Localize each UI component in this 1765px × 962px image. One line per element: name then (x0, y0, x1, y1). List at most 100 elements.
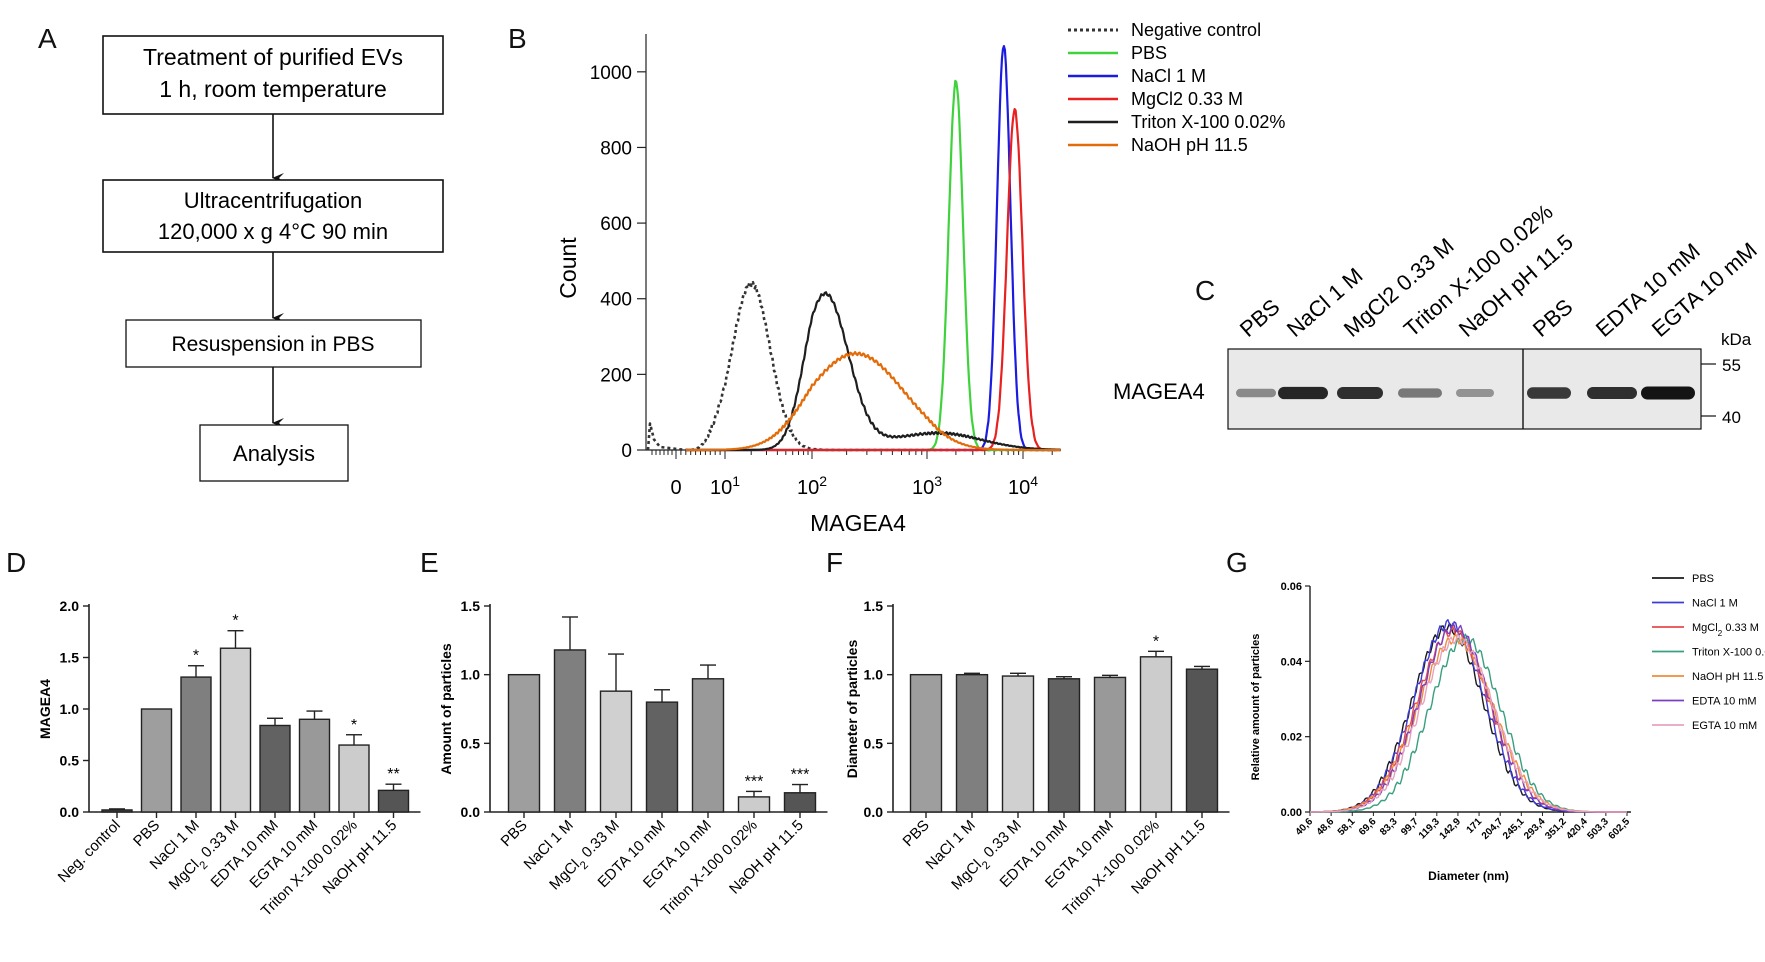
histogram-curve (684, 108, 1061, 452)
y-tick-label: 0.5 (60, 753, 80, 769)
y-tick-label: 0.00 (1281, 807, 1302, 819)
legend-label: PBS (1131, 43, 1167, 63)
x-tick-label: PBS (498, 817, 531, 850)
blot-band (1278, 386, 1328, 400)
panel-b-x-ticks: 0 101 102 103 104 (651, 450, 1053, 499)
blot-band (1398, 388, 1442, 398)
x-tick-label: 58,1 (1336, 816, 1358, 838)
x-tick-label: 102 (797, 473, 827, 499)
panel-letter-b: B (508, 23, 527, 54)
bar (1185, 668, 1219, 813)
distribution-curve (1310, 626, 1627, 813)
panel-letter-c: C (1195, 275, 1215, 306)
y-tick-label: 1.0 (60, 701, 80, 717)
bar (1139, 656, 1173, 813)
significance-marker: * (193, 648, 199, 665)
blot-band (1641, 386, 1695, 400)
y-tick-label: 0 (621, 441, 632, 462)
y-tick-label: 0.02 (1281, 732, 1302, 744)
bar (553, 649, 587, 813)
bar (507, 673, 541, 813)
panel-c-bands (1236, 386, 1695, 400)
y-tick-label: 0.5 (864, 735, 884, 751)
legend-label: MgCl2 0.33 M (1692, 622, 1759, 638)
panel-letters: A B C D E F G (6, 23, 1248, 578)
bar (1093, 676, 1127, 813)
panel-letter-a: A (38, 23, 57, 54)
y-tick-label: 2.0 (60, 598, 80, 614)
legend-label: PBS (1692, 573, 1714, 585)
panel-a-flowchart: Treatment of purified EVs 1 h, room temp… (102, 35, 444, 482)
marker-55-label: 55 (1722, 356, 1741, 375)
blot-band (1236, 388, 1276, 398)
legend-label: MgCl2 0.33 M (1131, 89, 1243, 109)
panel-b-x-axis-label: MAGEA4 (810, 510, 906, 536)
legend-label: Negative control (1131, 20, 1261, 40)
y-axis-label: Diameter of particles (844, 640, 860, 779)
blot-row-label: MAGEA4 (1113, 379, 1205, 404)
blot-band (1587, 387, 1637, 399)
x-tick-label: 245,1 (1501, 816, 1527, 842)
x-tick-label: Neg. control (55, 817, 124, 886)
histogram-curve (684, 45, 1061, 452)
lane-label: PBS (1528, 294, 1578, 342)
x-tick-label: 119,3 (1417, 816, 1442, 841)
significance-marker: * (351, 717, 357, 734)
bar (338, 744, 370, 813)
y-tick-label: 0.5 (461, 735, 481, 751)
x-tick-label: 503,3 (1586, 816, 1612, 842)
legend-label: NaOH pH 11.5 (1692, 671, 1763, 683)
bar (219, 647, 252, 813)
bar (955, 673, 989, 813)
y-tick-label: 1.5 (60, 650, 80, 666)
bar (259, 724, 291, 813)
panel-b-legend: Negative control PBS NaCl 1 M MgCl2 0.33 M T… (1068, 20, 1285, 155)
x-tick-label: 69,6 (1357, 816, 1379, 838)
y-axis-label: Amount of particles (438, 643, 454, 775)
panel-g-size-distribution: 0.00 0.02 0.04 0.06 Relative amount of parti… (1250, 573, 1765, 883)
x-tick-label: PBS (130, 817, 163, 850)
flow-box-text: 120,000 x g 4°C 90 min (158, 219, 388, 244)
histogram-curve (646, 280, 1061, 452)
panel-letter-e: E (420, 547, 439, 578)
panel-b-axes (645, 34, 1061, 451)
y-tick-label: 200 (600, 365, 632, 386)
y-axis-label: MAGEA4 (37, 679, 53, 739)
flow-box-text: Ultracentrifugation (184, 188, 363, 213)
x-tick-label: 420,4 (1564, 816, 1590, 842)
bar (377, 789, 410, 813)
blot-band (1337, 387, 1383, 399)
flow-box-ultracentrifugation: Ultracentrifugation 120,000 x g 4°C 90 m… (102, 179, 444, 253)
x-tick-label: 204,7 (1480, 816, 1506, 842)
legend-label: NaOH pH 11.5 (1131, 135, 1248, 155)
histogram-curve (684, 79, 1061, 452)
flow-box-resuspension: Resuspension in PBS (125, 319, 422, 368)
legend-label: Triton X-100 0.02% (1131, 112, 1285, 132)
y-tick-label: 1.5 (461, 598, 481, 614)
bar (645, 701, 679, 813)
legend-label: NaCl 1 M (1692, 598, 1738, 610)
panel-b-y-ticks: 0 200 400 600 800 1000 (590, 63, 646, 462)
significance-marker: *** (791, 767, 810, 784)
blot-kda-label: kDa (1721, 330, 1752, 349)
y-tick-label: 0.0 (461, 804, 481, 820)
y-tick-label: 400 (600, 290, 632, 311)
significance-marker: * (232, 613, 238, 630)
y-tick-label: 1.0 (864, 667, 884, 683)
distribution-curve (1309, 634, 1627, 813)
x-tick-label: 101 (710, 473, 740, 499)
bar (140, 708, 173, 813)
flow-box-analysis: Analysis (199, 424, 349, 482)
bar (180, 676, 212, 813)
y-tick-label: 800 (600, 138, 632, 159)
bar (298, 718, 331, 813)
blot-band (1456, 388, 1494, 398)
marker-40-label: 40 (1722, 408, 1741, 427)
y-tick-label: 0.04 (1281, 656, 1303, 668)
